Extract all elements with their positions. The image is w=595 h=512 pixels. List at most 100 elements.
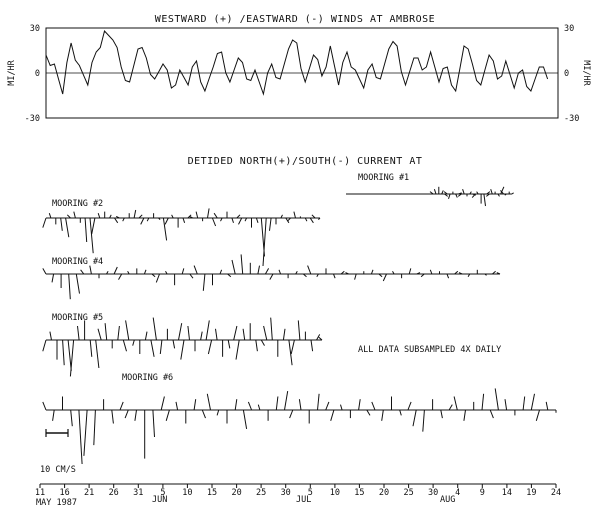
mooring-6-stick xyxy=(504,399,508,411)
mooring-6-stick xyxy=(325,401,330,411)
mooring-4-stick xyxy=(80,269,85,275)
mooring-6-stick xyxy=(284,391,289,411)
month-label-may: MAY 1987 xyxy=(36,498,77,508)
mooring-4-stick xyxy=(496,272,501,275)
mooring-5-stick xyxy=(233,325,238,341)
mooring-4-stick xyxy=(345,272,349,275)
mooring-4-stick xyxy=(382,273,387,282)
current-panel: DETIDED NORTH(+)/SOUTH(-) CURRENT AT MOO… xyxy=(35,156,561,508)
mooring-1-stick xyxy=(485,193,490,197)
mooring-4-stick xyxy=(240,254,244,275)
mooring-6-stick xyxy=(242,409,248,429)
wind-ytick-zero-left: 0 xyxy=(35,69,40,79)
mooring-6-stick xyxy=(111,409,114,424)
mooring-5-stick xyxy=(282,328,286,341)
time-axis-ticks: 11 16 21 26 31 5 10 15 20 25 30 5 10 15 20 25 30 4 9 14 19 24 xyxy=(35,484,561,498)
mooring-1-stick xyxy=(469,191,472,195)
mooring-6-stick xyxy=(494,388,499,411)
mooring-5-stick xyxy=(205,320,210,341)
mooring-2-stick xyxy=(293,211,296,219)
mooring-6-stick xyxy=(289,409,294,419)
mooring-5-stick xyxy=(316,334,321,341)
month-label-jul: JUL xyxy=(296,495,311,505)
mooring-2-stick xyxy=(122,217,125,222)
mooring-4-stick xyxy=(127,270,130,275)
mooring-4-stick xyxy=(42,268,47,275)
mooring-1-stick xyxy=(462,189,465,195)
mooring-2-stick xyxy=(244,217,248,222)
wind-ytick-bottom-left: -30 xyxy=(25,114,40,124)
mooring-2-stick xyxy=(182,217,186,223)
mooring-2-stick xyxy=(65,217,70,238)
mooring-6-stick xyxy=(93,409,96,446)
mooring-5-stick xyxy=(200,331,203,341)
mooring-2-stick xyxy=(89,217,94,254)
mooring-5-stick xyxy=(180,339,185,360)
mooring-2-stick xyxy=(187,214,192,219)
mooring-1-stick xyxy=(471,193,476,198)
mooring-4-stick xyxy=(378,273,383,278)
mooring-2-stick xyxy=(211,217,217,227)
mooring-6-stick xyxy=(489,409,494,419)
mooring-2-stick xyxy=(97,213,101,219)
mooring-4-stick xyxy=(307,265,312,275)
mooring-1-stick xyxy=(444,193,449,197)
mooring-5-stick xyxy=(42,339,47,352)
mooring-5-stick xyxy=(67,339,72,371)
mooring-2-label: MOORING #2 xyxy=(52,199,103,209)
time-tick-label: 24 xyxy=(551,488,561,498)
mooring-1-stick xyxy=(441,190,444,195)
mooring-2-stick xyxy=(213,212,218,219)
mooring-6-stick xyxy=(366,409,371,416)
mooring-2-stick xyxy=(189,215,194,219)
mooring-6-label: MOORING #6 xyxy=(122,373,173,383)
mooring-4-stick xyxy=(429,269,433,275)
mooring-4-stick xyxy=(264,268,270,275)
mooring-6-stick xyxy=(340,404,343,411)
mooring-5-stick xyxy=(288,339,293,366)
mooring-6-stick xyxy=(134,409,137,421)
mooring-2-stick xyxy=(280,214,283,219)
mooring-1-stick xyxy=(433,189,437,195)
mooring-2-stick xyxy=(231,217,234,223)
mooring-5-stick xyxy=(97,328,102,341)
wind-panel: WESTWARD (+) /EASTWARD (-) WINDS AT AMBR… xyxy=(7,14,591,124)
mooring-5-stick xyxy=(207,339,213,355)
mooring-5-stick xyxy=(144,331,148,341)
mooring-6-stick xyxy=(165,409,170,421)
mooring-2-stick xyxy=(220,217,223,222)
mooring-2-stick xyxy=(255,217,259,223)
mooring-6-stick xyxy=(234,399,238,411)
mooring-6-stick xyxy=(317,393,320,411)
mooring-4-stick xyxy=(416,272,421,275)
mooring-6-stick xyxy=(407,401,412,411)
mooring-5-stick xyxy=(49,331,52,341)
mooring-2-stick xyxy=(262,217,267,267)
mooring-2-stick xyxy=(115,215,120,219)
month-label-jun: JUN xyxy=(152,495,167,505)
mooring-6-stick xyxy=(412,409,417,427)
mooring-2-stick xyxy=(60,217,63,231)
mooring-1-stick xyxy=(511,192,514,195)
mooring-4-stick xyxy=(219,269,223,275)
mooring-2-stick xyxy=(238,217,243,225)
mooring-4-stick xyxy=(202,273,206,291)
mooring-5-label: MOORING #5 xyxy=(52,313,103,323)
mooring-4-stick xyxy=(354,273,357,280)
mooring-6-stick xyxy=(152,409,155,438)
mooring-4-stick xyxy=(392,270,395,275)
time-tick-label: 26 xyxy=(109,488,119,498)
mooring-6-stick xyxy=(535,409,540,421)
mooring-1-stick xyxy=(500,186,505,195)
mooring-4-stick xyxy=(143,269,147,275)
mooring-2-stick xyxy=(285,217,290,224)
mooring-4-stick xyxy=(316,273,319,278)
mooring-4-stick xyxy=(333,273,336,279)
time-tick-label: 10 xyxy=(330,488,340,498)
mooring-6-stick xyxy=(381,409,384,421)
wind-ytick-top-right: 30 xyxy=(564,24,574,34)
mooring-4-stick xyxy=(302,273,307,278)
mooring-5-stick xyxy=(227,339,231,349)
mooring-4-stick xyxy=(408,268,412,275)
time-tick-label: 5 xyxy=(160,488,165,498)
